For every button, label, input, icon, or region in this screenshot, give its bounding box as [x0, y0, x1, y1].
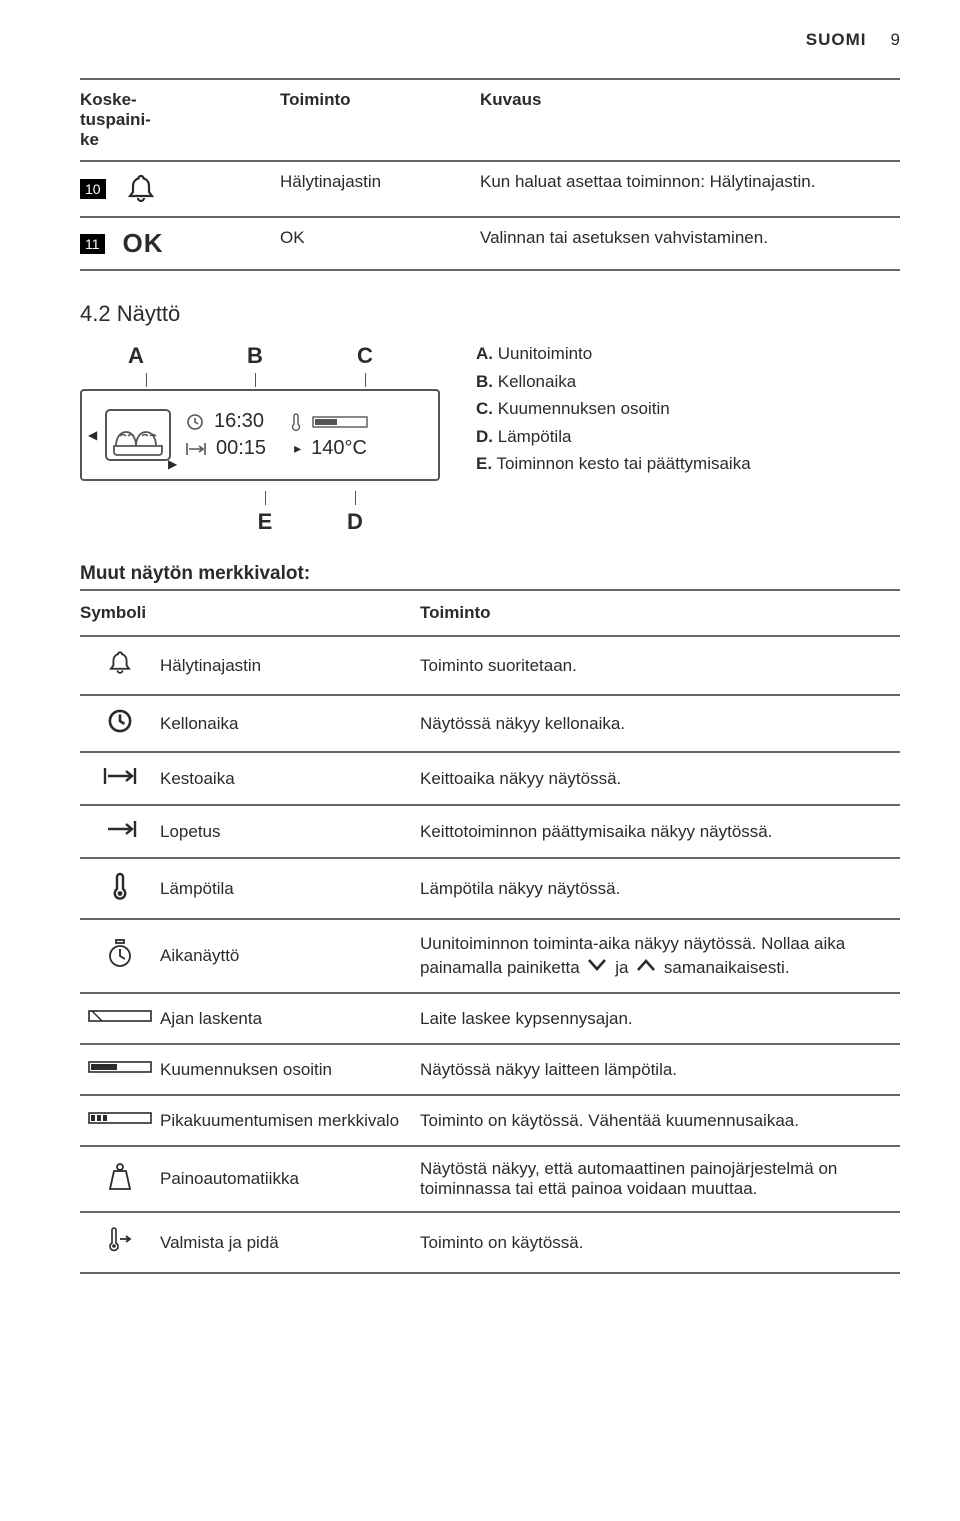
table-row: Lopetus Keittotoiminnon päättymisaika nä… [80, 805, 900, 858]
sym-name: Kellonaika [160, 695, 420, 752]
thermo-icon [290, 412, 302, 432]
label-c: C [357, 343, 373, 368]
sym-desc: Lämpötila näkyy näytössä. [420, 858, 900, 919]
bell-icon [124, 172, 158, 206]
lcd-display: ◀ ▶ 16:30 [80, 389, 440, 481]
page-header: SUOMI 9 [80, 30, 900, 50]
sym-name: Pikakuumentumisen merkkivalo [160, 1095, 420, 1146]
sym-desc: Laite laskee kypsennysajan. [420, 993, 900, 1044]
table-row: Painoautomatiikka Näytöstä näkyy, että a… [80, 1146, 900, 1212]
legend-text: Toiminnon kesto tai päättymisaika [496, 454, 750, 473]
sym-table-title: Muut näytön merkkivalot: [80, 563, 900, 585]
sym-name: Aikanäyttö [160, 919, 420, 993]
bell-icon [106, 649, 134, 677]
col-function: Toiminto [280, 79, 480, 161]
col-description: Kuvaus [480, 79, 900, 161]
nav-right-icon: ▶ [168, 457, 177, 471]
legend-key: E. [476, 454, 492, 473]
legend-key: A. [476, 344, 493, 363]
progress-empty-icon [88, 1006, 152, 1026]
header-lang: SUOMI [806, 30, 867, 50]
row-function: OK [280, 217, 480, 270]
end-time-icon [103, 818, 137, 840]
legend-text: Kuumennuksen osoitin [498, 399, 670, 418]
legend-key: D. [476, 427, 493, 446]
touch-button-table: Koske- tuspaini- ke Toiminto Kuvaus 10 H… [80, 78, 900, 271]
heat-indicator-icon [312, 414, 368, 430]
clock-icon [186, 413, 204, 431]
ed-label-row: E D [220, 491, 440, 535]
sym-name: Ajan laskenta [160, 993, 420, 1044]
label-e: E [258, 509, 273, 534]
progress-fast-icon [88, 1108, 152, 1128]
sym-desc: Keittoaika näkyy näytössä. [420, 752, 900, 805]
sym-name: Kuumennuksen osoitin [160, 1044, 420, 1095]
table-row: Ajan laskenta Laite laskee kypsennysajan… [80, 993, 900, 1044]
header-page-number: 9 [891, 30, 900, 50]
stopwatch-icon [107, 939, 133, 969]
table-row: Valmista ja pidä Toiminto on käytössä. [80, 1212, 900, 1273]
col-function: Toiminto [420, 590, 900, 636]
row-description: Valinnan tai asetuksen vahvistaminen. [480, 217, 900, 270]
weight-icon [107, 1162, 133, 1192]
sym-desc: Toiminto on käytössä. [420, 1212, 900, 1273]
table-row: Hälytinajastin Toiminto suoritetaan. [80, 636, 900, 695]
sym-name: Painoautomatiikka [160, 1146, 420, 1212]
row-description: Kun haluat asettaa toiminnon: Hälytinaja… [480, 161, 900, 217]
row-number-badge: 10 [80, 179, 106, 199]
nav-left-icon: ◀ [88, 428, 97, 442]
legend-key: B. [476, 372, 493, 391]
row-function: Hälytinajastin [280, 161, 480, 217]
table-row: 10 Hälytinajastin Kun haluat asettaa toi… [80, 161, 900, 217]
sym-name: Lämpötila [160, 858, 420, 919]
sym-desc: Toiminto suoritetaan. [420, 636, 900, 695]
clock-icon [107, 708, 133, 734]
lcd-temp: 140°C [311, 437, 367, 460]
thermo-arrow-icon [106, 1225, 134, 1255]
oven-function-icon [102, 406, 174, 464]
legend-text: Kellonaika [498, 372, 576, 391]
lcd-duration: 00:15 [216, 437, 266, 460]
table-row: Kellonaika Näytössä näkyy kellonaika. [80, 695, 900, 752]
sym-desc: Näytössä näkyy laitteen lämpötila. [420, 1044, 900, 1095]
table-row: Kestoaika Keittoaika näkyy näytössä. [80, 752, 900, 805]
chevron-down-icon [587, 956, 607, 980]
legend-key: C. [476, 399, 493, 418]
label-d: D [347, 509, 363, 534]
display-section: 4.2 Näyttö A B C ◀ ▶ [80, 301, 900, 535]
sym-name: Hälytinajastin [160, 636, 420, 695]
sym-name: Lopetus [160, 805, 420, 858]
legend-text: Uunitoiminto [498, 344, 593, 363]
sym-desc: Näytössä näkyy kellonaika. [420, 695, 900, 752]
table-row: Kuumennuksen osoitin Näytössä näkyy lait… [80, 1044, 900, 1095]
chevron-up-icon [636, 956, 656, 980]
legend-text: Lämpötila [498, 427, 572, 446]
table-row: Lämpötila Lämpötila näkyy näytössä. [80, 858, 900, 919]
progress-half-icon [88, 1057, 152, 1077]
sym-name: Kestoaika [160, 752, 420, 805]
ok-icon: OK [123, 228, 164, 259]
table-row: Pikakuumentumisen merkkivalo Toiminto on… [80, 1095, 900, 1146]
play-icon: ▸ [294, 440, 301, 457]
sym-desc: Toiminto on käytössä. Vähentää kuumennus… [420, 1095, 900, 1146]
thermo-icon [111, 871, 129, 901]
sym-desc: Uunitoiminnon toiminta-aika näkyy näytös… [420, 919, 900, 993]
row-number-badge: 11 [80, 234, 105, 254]
table-row: Aikanäyttö Uunitoiminnon toiminta-aika n… [80, 919, 900, 993]
duration-icon [103, 765, 137, 787]
label-a: A [128, 343, 144, 368]
display-legend: A. Uunitoiminto B. Kellonaika C. Kuumenn… [476, 301, 751, 479]
col-touch-button: Koske- tuspaini- ke [80, 79, 220, 161]
sym-desc: Keittotoiminnon päättymisaika näkyy näyt… [420, 805, 900, 858]
col-symbol: Symboli [80, 590, 420, 636]
display-section-title: 4.2 Näyttö [80, 301, 440, 327]
sym-desc: Näytöstä näkyy, että automaattinen paino… [420, 1146, 900, 1212]
sym-name: Valmista ja pidä [160, 1212, 420, 1273]
duration-icon [186, 441, 206, 457]
table-row: 11 OK OK Valinnan tai asetuksen vahvista… [80, 217, 900, 270]
abc-label-row: A B C [110, 343, 440, 387]
symbol-table: Symboli Toiminto Hälytinajastin Toiminto… [80, 589, 900, 1274]
lcd-clock-time: 16:30 [214, 410, 264, 433]
label-b: B [247, 343, 263, 368]
